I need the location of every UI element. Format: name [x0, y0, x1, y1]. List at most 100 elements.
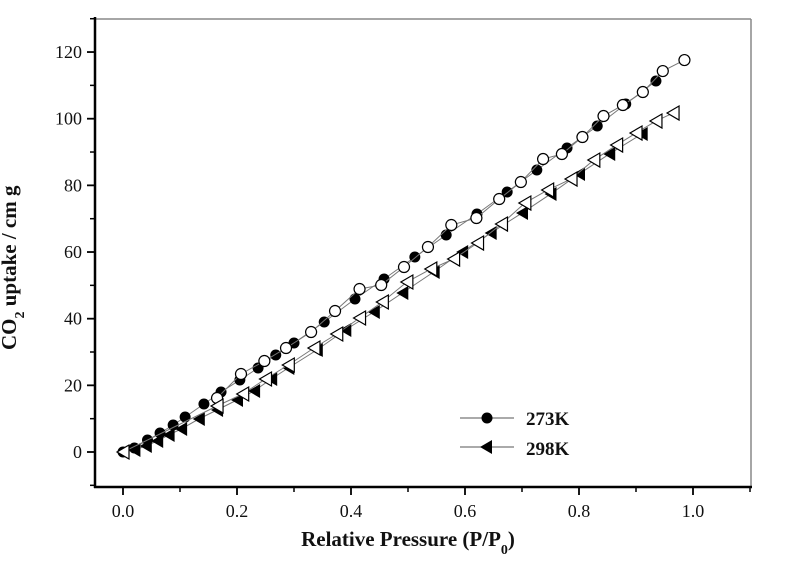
legend-marker-298k — [480, 440, 492, 454]
data-point — [115, 443, 130, 461]
data-point — [597, 109, 610, 123]
data-point — [421, 240, 435, 254]
data-point — [628, 124, 643, 142]
data-point — [517, 194, 532, 212]
legend-marker-273k — [481, 412, 493, 424]
data-point — [198, 398, 210, 410]
y-tick-label: 100 — [55, 109, 82, 129]
x-tick-label: 0.2 — [226, 501, 249, 521]
data-point — [423, 260, 438, 278]
data-point — [209, 397, 224, 415]
y-tick-label: 40 — [64, 309, 82, 329]
x-ticks: 0.0 0.2 0.4 0.6 0.8 1.0 — [112, 487, 751, 521]
data-point — [494, 215, 509, 233]
data-point — [665, 104, 680, 122]
data-point — [493, 192, 506, 206]
data-point — [656, 64, 669, 78]
data-point — [128, 443, 141, 458]
series-line — [122, 80, 657, 453]
data-point — [396, 286, 409, 301]
y-axis-title-sub: 2 — [13, 312, 28, 319]
data-point — [234, 367, 248, 381]
y-tick-label: 120 — [55, 42, 82, 62]
data-point — [678, 53, 691, 67]
data-point — [540, 181, 555, 199]
x-tick-label: 0.8 — [568, 501, 591, 521]
data-point — [586, 151, 601, 169]
data-point — [258, 354, 271, 368]
data-point — [516, 206, 528, 221]
data-point — [650, 75, 662, 87]
y-axis-title-prefix: CO — [0, 319, 21, 351]
data-point — [179, 411, 191, 423]
data-point — [162, 428, 175, 443]
series-273k-desorption — [210, 53, 691, 405]
data-point — [258, 370, 273, 388]
series-layer — [115, 53, 691, 461]
data-point — [591, 120, 603, 132]
data-point — [279, 341, 293, 355]
data-point — [375, 293, 389, 311]
data-point — [235, 385, 250, 403]
data-point — [175, 422, 188, 437]
data-point — [603, 147, 616, 162]
data-point — [318, 316, 330, 328]
y-ticks: 0 20 40 60 80 100 120 — [55, 17, 95, 487]
y-axis-title-tail: uptake / cm g — [0, 185, 21, 312]
data-point — [248, 384, 261, 399]
legend: 273K 298K — [460, 409, 570, 460]
data-point — [446, 250, 461, 268]
x-axis-title: Relative Pressure (P/P0) — [301, 527, 515, 558]
x-tick-label: 0.4 — [340, 501, 363, 521]
data-point — [352, 309, 367, 327]
data-point — [328, 304, 342, 318]
data-point — [305, 325, 318, 339]
data-point — [281, 356, 295, 374]
data-point — [367, 305, 380, 320]
data-point — [514, 175, 527, 189]
series-298k-desorption — [115, 104, 680, 461]
data-point — [576, 130, 589, 144]
data-point — [151, 434, 164, 449]
data-point — [555, 147, 569, 161]
data-point — [349, 293, 361, 305]
data-point — [192, 412, 205, 427]
data-point — [139, 439, 152, 454]
x-axis-title-tail: ) — [508, 527, 515, 551]
data-point — [563, 170, 578, 188]
series-line — [216, 59, 685, 399]
data-point — [375, 278, 388, 292]
x-tick-label: 0.6 — [454, 501, 477, 521]
x-axis-title-sub: 0 — [501, 543, 508, 558]
data-point — [440, 229, 452, 241]
data-point — [306, 339, 321, 357]
data-point — [470, 234, 485, 252]
data-point — [167, 419, 179, 431]
y-tick-label: 80 — [64, 175, 82, 195]
data-point — [648, 112, 663, 130]
data-point — [329, 325, 344, 343]
data-point — [397, 260, 411, 274]
series-line — [122, 112, 674, 453]
data-point — [609, 136, 624, 154]
y-tick-label: 60 — [64, 242, 82, 262]
data-point — [399, 273, 414, 291]
data-point — [531, 164, 543, 176]
y-axis-title: CO2 uptake / cm g — [0, 185, 28, 350]
x-tick-label: 0.0 — [112, 501, 135, 521]
data-point — [445, 218, 458, 232]
data-point — [636, 85, 649, 99]
x-axis-title-main: Relative Pressure (P/P — [301, 527, 501, 551]
data-point — [270, 349, 282, 361]
data-point — [536, 152, 550, 166]
data-point — [616, 98, 629, 112]
legend-label-273k: 273K — [526, 409, 570, 430]
data-point — [470, 211, 483, 225]
x-tick-label: 1.0 — [682, 501, 705, 521]
data-point — [353, 282, 366, 296]
data-point — [456, 245, 469, 260]
y-tick-label: 0 — [73, 442, 82, 462]
y-tick-label: 20 — [64, 375, 82, 395]
legend-label-298k: 298K — [526, 439, 570, 460]
